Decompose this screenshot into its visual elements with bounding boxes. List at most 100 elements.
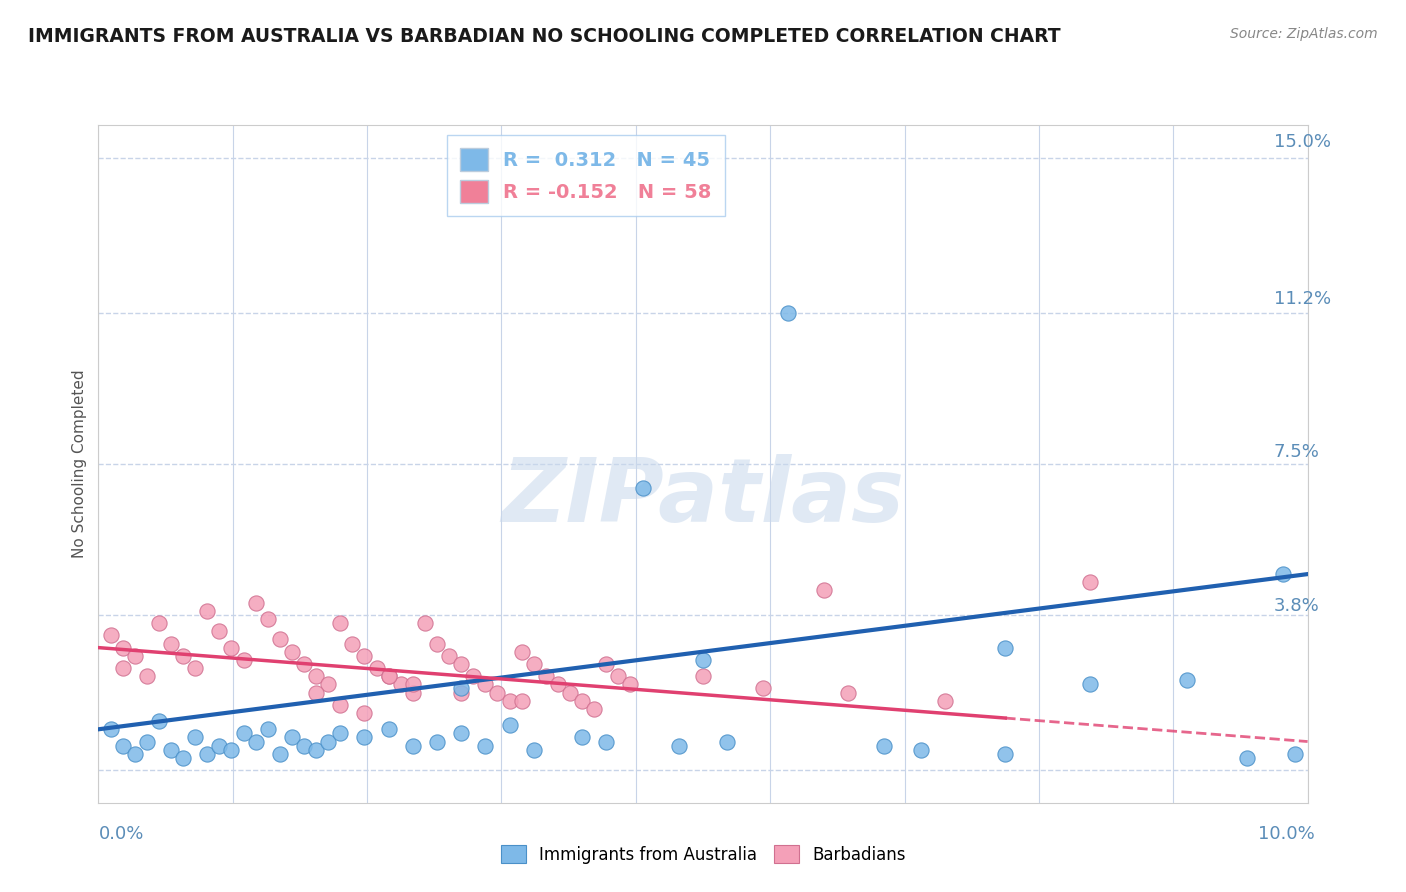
Point <box>186 630 209 644</box>
Point <box>405 638 427 652</box>
Point <box>502 658 524 673</box>
Point <box>219 605 242 619</box>
Point <box>655 468 678 483</box>
Point <box>612 691 634 706</box>
Point <box>873 729 896 743</box>
Point <box>263 737 285 751</box>
Point <box>437 666 460 681</box>
Point <box>274 729 297 743</box>
Point <box>295 642 318 657</box>
Point <box>208 658 231 673</box>
Point <box>579 666 602 681</box>
Point <box>318 600 340 615</box>
Point <box>513 729 536 743</box>
Point <box>731 724 754 739</box>
Point <box>394 625 416 640</box>
Point <box>688 729 710 743</box>
Point <box>481 638 503 652</box>
Point <box>621 646 644 660</box>
Point <box>197 638 219 652</box>
Point <box>1144 663 1167 677</box>
Point <box>589 675 612 690</box>
Text: 0.0%: 0.0% <box>98 825 143 843</box>
Point <box>492 716 515 731</box>
Point <box>763 671 786 685</box>
Point <box>339 721 361 735</box>
Point <box>176 617 198 632</box>
Point <box>905 733 928 747</box>
Point <box>328 737 350 751</box>
Point <box>492 646 515 660</box>
Point <box>415 650 437 665</box>
Point <box>405 696 427 710</box>
Point <box>382 605 405 619</box>
Point <box>600 683 623 698</box>
Point <box>633 658 655 673</box>
Point <box>470 625 492 640</box>
Point <box>186 650 209 665</box>
Point <box>513 666 536 681</box>
Point <box>710 658 733 673</box>
Text: IMMIGRANTS FROM AUSTRALIA VS BARBADIAN NO SCHOOLING COMPLETED CORRELATION CHART: IMMIGRANTS FROM AUSTRALIA VS BARBADIAN N… <box>28 27 1060 45</box>
Point <box>197 737 219 751</box>
Point <box>219 704 242 718</box>
Point <box>786 290 808 304</box>
Point <box>350 646 373 660</box>
Point <box>621 724 644 739</box>
Text: ZIPatlas: ZIPatlas <box>519 442 922 528</box>
Point <box>981 737 1004 751</box>
Point <box>1057 564 1080 578</box>
Point <box>231 733 253 747</box>
Point <box>382 716 405 731</box>
Point <box>350 729 373 743</box>
Point <box>318 713 340 727</box>
Point <box>818 572 841 586</box>
Text: 10.0%: 10.0% <box>1258 825 1315 843</box>
Point <box>546 633 568 648</box>
Point <box>405 721 427 735</box>
Legend: Immigrants from Australia, Barbadians: Immigrants from Australia, Barbadians <box>494 838 912 871</box>
Point <box>307 724 329 739</box>
Point <box>492 671 515 685</box>
Point <box>295 716 318 731</box>
Point <box>284 733 307 747</box>
Point <box>360 675 382 690</box>
Point <box>360 658 382 673</box>
Point <box>470 724 492 739</box>
Y-axis label: No Schooling Completed: No Schooling Completed <box>72 356 87 545</box>
Point <box>426 658 449 673</box>
Legend: R =  0.312   N = 45, R = -0.152   N = 58: R = 0.312 N = 45, R = -0.152 N = 58 <box>491 117 769 199</box>
Point <box>186 729 209 743</box>
Point <box>1057 666 1080 681</box>
Point <box>252 721 274 735</box>
Point <box>371 666 394 681</box>
Point <box>284 630 307 644</box>
Point <box>841 675 863 690</box>
Point <box>252 650 274 665</box>
Point <box>328 621 350 635</box>
Point <box>447 675 470 690</box>
Point <box>710 642 733 657</box>
Point <box>447 666 470 681</box>
Point <box>426 658 449 673</box>
Point <box>240 638 263 652</box>
Point <box>426 713 449 727</box>
Point <box>546 683 568 698</box>
Point <box>557 646 579 660</box>
Point <box>263 592 285 607</box>
Point <box>524 675 547 690</box>
Point <box>644 666 666 681</box>
Point <box>240 741 263 756</box>
Text: Source: ZipAtlas.com: Source: ZipAtlas.com <box>1230 27 1378 41</box>
Point <box>176 713 198 727</box>
Point <box>447 729 470 743</box>
Point <box>231 625 253 640</box>
Point <box>1199 741 1222 756</box>
Point <box>307 584 329 599</box>
Point <box>600 721 623 735</box>
Point <box>1232 555 1256 569</box>
Point <box>274 613 297 627</box>
Point <box>928 683 950 698</box>
Point <box>1243 737 1265 751</box>
Point <box>492 675 515 690</box>
